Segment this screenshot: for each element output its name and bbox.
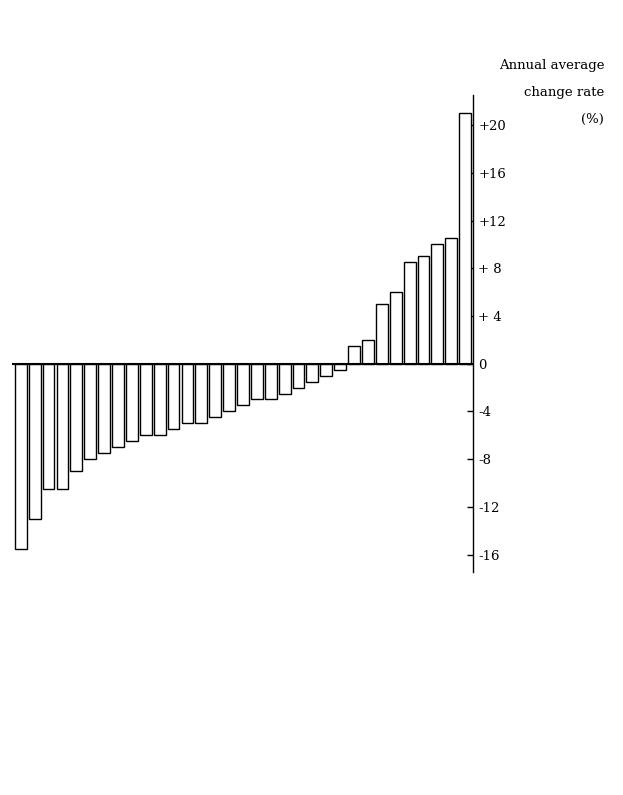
Bar [362, 340, 374, 364]
Bar [29, 364, 40, 518]
Bar [432, 245, 444, 364]
Bar [70, 364, 82, 471]
Bar [390, 292, 402, 364]
Bar [196, 364, 207, 423]
Bar [237, 364, 249, 405]
Text: (%): (%) [581, 113, 604, 126]
Bar [307, 364, 318, 382]
Bar [335, 364, 346, 370]
Bar [140, 364, 151, 436]
Bar [154, 364, 166, 436]
Bar [168, 364, 179, 429]
Bar [445, 238, 457, 364]
Bar [57, 364, 69, 489]
Text: change rate: change rate [524, 87, 604, 99]
Bar [348, 346, 360, 364]
Bar [459, 113, 471, 364]
Bar [209, 364, 221, 417]
Bar [278, 364, 290, 394]
Bar [126, 364, 138, 441]
Bar [251, 364, 263, 399]
Bar [112, 364, 124, 447]
Bar [181, 364, 193, 423]
Bar [15, 364, 27, 549]
Bar [293, 364, 305, 388]
Bar [42, 364, 54, 489]
Bar [320, 364, 332, 376]
Bar [98, 364, 110, 453]
Bar [404, 262, 416, 364]
Bar [265, 364, 277, 399]
Bar [84, 364, 96, 459]
Text: Annual average: Annual average [499, 59, 604, 72]
Bar [223, 364, 235, 412]
Bar [376, 304, 388, 364]
Bar [417, 256, 429, 364]
